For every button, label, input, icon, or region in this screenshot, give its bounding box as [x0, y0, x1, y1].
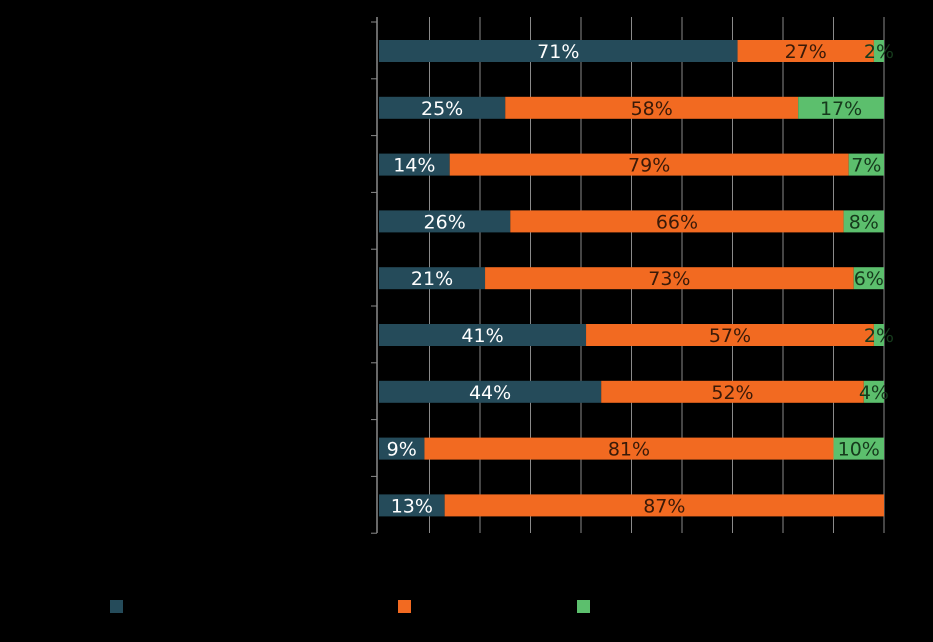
data-label: 21%	[411, 268, 453, 290]
bar-segment-series-1	[379, 267, 486, 290]
bar-segment-series-2	[449, 153, 849, 176]
bar-segment-series-2	[601, 380, 864, 403]
data-label: 17%	[820, 98, 862, 120]
data-label: 57%	[709, 325, 751, 347]
data-label: 25%	[421, 98, 463, 120]
legend-item-series-2	[398, 600, 419, 613]
data-label: 13%	[391, 495, 433, 517]
bar-segment-series-1	[379, 494, 445, 517]
bar-segment-series-2	[737, 40, 874, 62]
data-label: 9%	[387, 439, 417, 461]
bar-segment-series-1	[379, 40, 738, 62]
bar-segment-series-3	[843, 210, 884, 233]
bar-segment-series-2	[505, 96, 799, 119]
legend-swatch-series-3	[577, 600, 590, 613]
data-label: 2%	[864, 41, 894, 63]
data-label: 71%	[537, 41, 579, 63]
bar-segment-series-1	[379, 210, 511, 233]
bar-segment-series-2	[485, 267, 854, 290]
data-label: 44%	[469, 382, 511, 404]
bar-segment-series-3	[833, 437, 884, 460]
data-label: 6%	[854, 268, 884, 290]
bar-segment-series-3	[848, 153, 884, 176]
bars: 71% 27% 2% 25% 58% 17% 14% 79% 7% 26% 66% 8% 21% 73% 6…	[379, 40, 894, 517]
data-label: 73%	[648, 268, 690, 290]
bar-segment-series-1	[379, 96, 506, 119]
legend-swatch-series-1	[110, 600, 123, 613]
data-label: 7%	[851, 155, 881, 177]
bar-segment-series-2	[510, 210, 844, 233]
legend-swatch-series-2	[398, 600, 411, 613]
data-label: 87%	[643, 495, 685, 517]
bar-segment-series-3	[863, 380, 884, 403]
bar-segment-series-1	[379, 324, 587, 346]
data-label: 66%	[656, 211, 698, 233]
legend-item-series-1	[110, 600, 131, 613]
bar-segment-series-1	[379, 380, 602, 403]
y-axis	[371, 17, 378, 534]
bar-segment-series-2	[424, 437, 834, 460]
data-label: 4%	[859, 382, 889, 404]
data-label: 14%	[393, 155, 435, 177]
data-label: 10%	[838, 439, 880, 461]
data-label: 8%	[849, 211, 879, 233]
bar-segment-series-2	[444, 494, 884, 517]
data-label: 58%	[631, 98, 673, 120]
data-label: 26%	[424, 211, 466, 233]
legend	[0, 600, 933, 620]
data-label: 2%	[864, 325, 894, 347]
data-label: 81%	[608, 439, 650, 461]
data-label: 41%	[461, 325, 503, 347]
bar-segment-series-3	[853, 267, 884, 290]
bar-segment-series-2	[586, 324, 874, 346]
bar-segment-series-3	[873, 40, 884, 62]
data-label: 52%	[711, 382, 753, 404]
bar-segment-series-3	[873, 324, 884, 346]
bar-segment-series-3	[798, 96, 884, 119]
bar-segment-series-1	[379, 437, 425, 460]
legend-item-series-3	[577, 600, 598, 613]
data-label: 27%	[785, 41, 827, 63]
bar-segment-series-1	[379, 153, 450, 176]
data-label: 79%	[628, 155, 670, 177]
